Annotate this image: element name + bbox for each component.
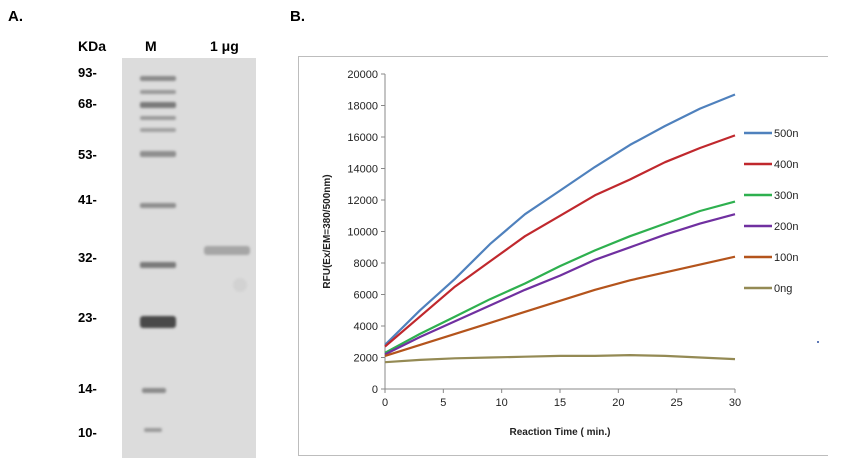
legend-label-300n: 300n (774, 190, 798, 202)
legend-label-100n: 100n (774, 252, 798, 264)
y-tick-label: 16000 (347, 132, 378, 144)
x-tick-label: 30 (729, 397, 741, 409)
mw-marker-53: 53- (78, 147, 97, 162)
y-axis-title: RFU(Ex/EM=380/500nm) (322, 174, 333, 288)
mw-marker-10: 10- (78, 425, 97, 440)
x-tick-label: 25 (671, 397, 683, 409)
legend-label-500n: 500n (774, 128, 798, 140)
marker-lane-header: M (145, 38, 157, 54)
legend-label-200n: 200n (774, 221, 798, 233)
series-line-400n (384, 134, 736, 348)
mw-marker-23: 23- (78, 310, 97, 325)
x-tick-label: 10 (496, 397, 508, 409)
y-tick-label: 2000 (354, 353, 378, 365)
y-tick-label: 8000 (354, 258, 378, 270)
y-tick-label: 12000 (347, 195, 378, 207)
sds-page-gel-image (122, 58, 256, 458)
y-tick-label: 0 (372, 384, 378, 396)
y-tick-label: 6000 (354, 290, 378, 302)
mw-marker-32: 32- (78, 250, 97, 265)
x-tick-label: 0 (382, 397, 388, 409)
x-tick-label: 20 (612, 397, 624, 409)
x-tick-label: 5 (440, 397, 446, 409)
panel-a-label: A. (8, 8, 23, 25)
line-chart: 0 2000 4000 6000 8000 10000 12000 14000 16000 180… (322, 69, 819, 438)
y-tick-label: 20000 (347, 69, 378, 81)
mw-marker-68: 68- (78, 96, 97, 111)
series-line-300n (384, 200, 736, 354)
x-tick-label: 15 (554, 397, 566, 409)
legend-label-0ng: 0ng (774, 283, 792, 295)
legend-label-400n: 400n (774, 159, 798, 171)
sample-lane-header: 1 μg (210, 38, 239, 54)
mw-marker-41: 41- (78, 192, 97, 207)
y-tick-label: 18000 (347, 101, 378, 113)
y-tick-label: 10000 (347, 227, 378, 239)
marker-lane (140, 76, 176, 432)
sample-lane (204, 246, 250, 292)
x-axis-title: Reaction Time ( min.) (510, 427, 611, 438)
series-line-100n (384, 255, 736, 357)
mw-marker-14: 14- (78, 381, 97, 396)
series-line-200n (384, 213, 736, 356)
panel-b-label: B. (290, 8, 305, 25)
series-line-0ng (384, 354, 736, 364)
stray-dot (817, 341, 819, 343)
kda-header: KDa (78, 38, 107, 54)
series-line-500n (384, 93, 736, 346)
y-tick-label: 14000 (347, 164, 378, 176)
mw-marker-93: 93- (78, 65, 97, 80)
y-tick-label: 4000 (354, 321, 378, 333)
